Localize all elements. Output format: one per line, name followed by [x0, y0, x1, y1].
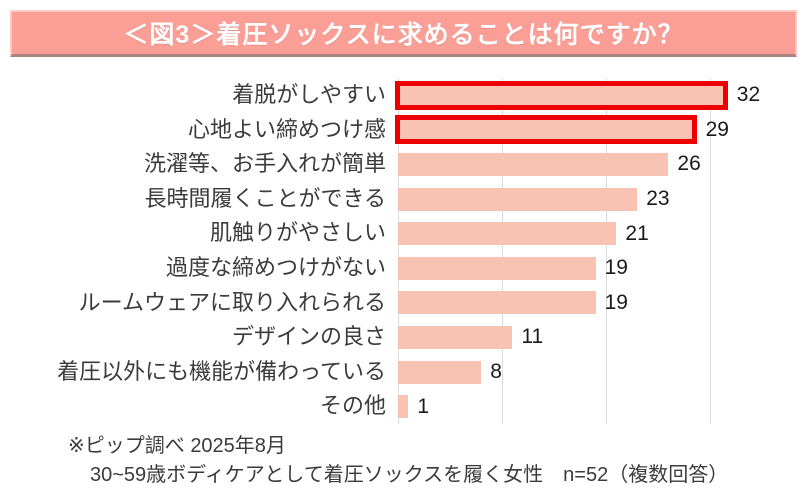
- bar-area: 26: [398, 147, 807, 182]
- chart-title: ＜図3＞着圧ソックスに求めることは何ですか？: [123, 21, 684, 49]
- chart-row: 着圧以外にも機能が備わっている 8: [0, 355, 807, 390]
- value-label: 19: [604, 290, 628, 314]
- chart-row: デザインの良さ 11: [0, 320, 807, 355]
- gridline: [398, 78, 399, 424]
- bar-chart: 着脱がしやすい 32 心地よい締めつけ感 29 洗濯等、お手入れが簡単 26 長…: [0, 78, 807, 424]
- bar-area: 1: [398, 389, 807, 424]
- value-label: 32: [736, 83, 761, 107]
- bar: [395, 115, 697, 145]
- bar: [398, 325, 513, 349]
- value-label: 8: [490, 360, 502, 384]
- category-label: 心地よい締めつけ感: [187, 116, 386, 142]
- bar: [398, 187, 638, 211]
- value-label: 26: [677, 152, 701, 176]
- gridline: [502, 78, 503, 424]
- category-label: 肌触りがやさしい: [209, 220, 386, 246]
- bar: [395, 80, 728, 110]
- chart-row: 肌触りがやさしい 21: [0, 216, 807, 251]
- bar-area: 29: [395, 113, 807, 148]
- bar: [398, 395, 409, 419]
- chart-row: 着脱がしやすい 32: [0, 78, 807, 113]
- bar-area: 19: [398, 286, 807, 321]
- sample-note: 30~59歳ボディケアとして着圧ソックスを履く女性 n=52（複数回答）: [90, 464, 729, 486]
- bar-area: 32: [395, 78, 807, 113]
- category-label: デザインの良さ: [231, 324, 386, 350]
- chart-row: 長時間履くことができる 23: [0, 182, 807, 217]
- chart-row: その他 1: [0, 389, 807, 424]
- chart-title-banner: ＜図3＞着圧ソックスに求めることは何ですか？: [10, 10, 797, 57]
- bar-area: 23: [398, 182, 807, 217]
- chart-row: 心地よい締めつけ感 29: [0, 113, 807, 148]
- value-label: 19: [604, 256, 628, 280]
- gridline: [710, 78, 711, 424]
- source-note: ※ピップ調べ 2025年8月: [68, 435, 286, 457]
- category-label: 長時間履くことができる: [144, 185, 386, 211]
- category-label: その他: [319, 393, 386, 419]
- value-label: 29: [705, 117, 729, 141]
- category-label: 着脱がしやすい: [232, 82, 386, 107]
- category-label: ルームウェアに取り入れられる: [78, 289, 386, 315]
- chart-rows: 着脱がしやすい 32 心地よい締めつけ感 29 洗濯等、お手入れが簡単 26 長…: [0, 78, 807, 424]
- chart-row: 洗濯等、お手入れが簡単 26: [0, 147, 807, 182]
- category-label: 着圧以外にも機能が備わっている: [57, 358, 386, 384]
- chart-row: ルームウェアに取り入れられる 19: [0, 286, 807, 321]
- value-label: 11: [521, 325, 544, 349]
- category-label: 洗濯等、お手入れが簡単: [143, 151, 386, 177]
- value-label: 1: [417, 394, 430, 418]
- chart-row: 過度な締めつけがない 19: [0, 251, 807, 286]
- value-label: 23: [646, 187, 670, 211]
- bar-area: 19: [398, 251, 807, 286]
- bar-area: 8: [398, 355, 807, 390]
- bar: [398, 152, 669, 176]
- bar: [398, 256, 596, 280]
- bar: [398, 360, 482, 384]
- bar-area: 21: [398, 216, 807, 251]
- gridlines: [0, 78, 807, 424]
- gridline: [606, 78, 607, 424]
- bar-area: 11: [398, 320, 807, 355]
- category-label: 過度な締めつけがない: [165, 254, 386, 280]
- value-label: 21: [625, 221, 649, 245]
- bar: [398, 291, 596, 315]
- bar: [398, 222, 617, 246]
